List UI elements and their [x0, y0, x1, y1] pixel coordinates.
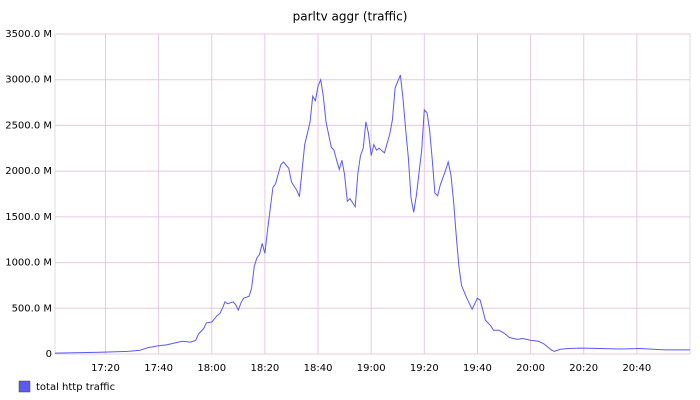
x-tick-label: 20:20 [569, 363, 598, 374]
x-tick-label: 18:40 [304, 363, 333, 374]
y-tick-label: 2000.0 M [5, 166, 52, 177]
y-tick-label: 2500.0 M [5, 120, 52, 131]
x-tick-label: 20:40 [622, 363, 651, 374]
chart-title: parltv aggr (traffic) [293, 10, 408, 24]
y-tick-label: 3500.0 M [5, 29, 52, 40]
y-tick-label: 1000.0 M [5, 258, 52, 269]
x-tick-label: 18:20 [250, 363, 279, 374]
legend-label: total http traffic [36, 382, 115, 393]
legend-swatch [18, 380, 31, 393]
y-tick-label: 1500.0 M [5, 212, 52, 223]
y-tick-label: 0 [46, 349, 52, 360]
x-tick-label: 19:00 [357, 363, 386, 374]
y-tick-label: 500.0 M [12, 303, 52, 314]
x-tick-label: 17:40 [144, 363, 173, 374]
x-tick-label: 20:00 [516, 363, 545, 374]
x-tick-label: 19:20 [410, 363, 439, 374]
x-tick-label: 17:20 [91, 363, 120, 374]
x-tick-label: 19:40 [463, 363, 492, 374]
data-line [54, 74, 690, 354]
x-tick-label: 18:00 [197, 363, 226, 374]
y-tick-label: 3000.0 M [5, 75, 52, 86]
